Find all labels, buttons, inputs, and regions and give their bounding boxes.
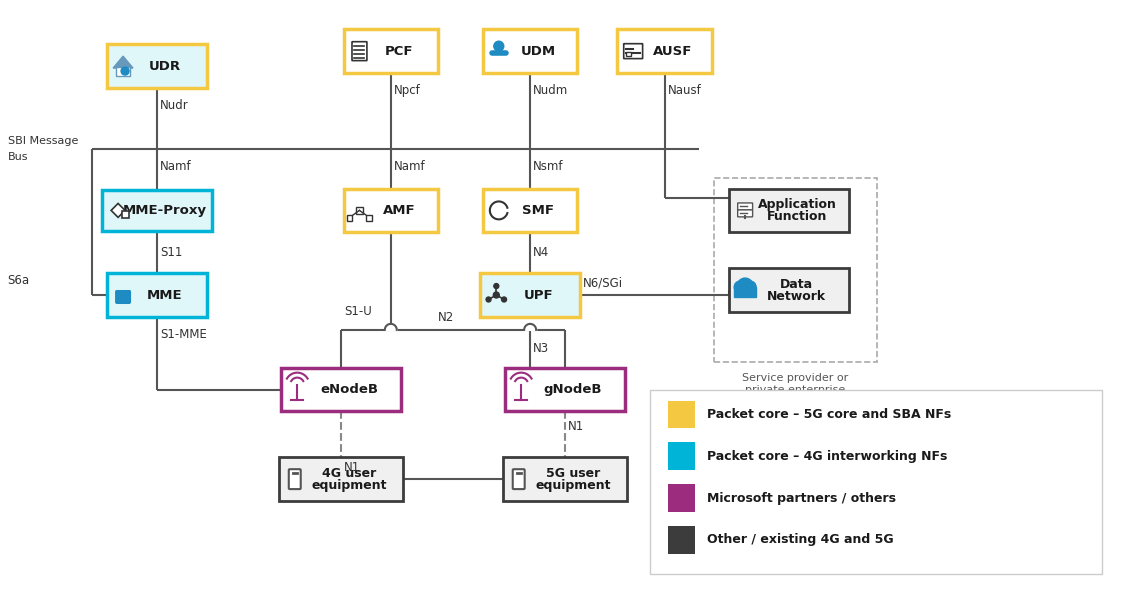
Text: S6a: S6a — [8, 273, 29, 286]
Bar — [107, 44, 207, 88]
Bar — [116, 67, 130, 76]
Text: N1: N1 — [568, 420, 584, 433]
Bar — [729, 268, 849, 312]
Text: Bus: Bus — [8, 152, 28, 162]
Text: Packet core – 5G core and SBA NFs: Packet core – 5G core and SBA NFs — [707, 408, 952, 421]
Bar — [279, 457, 404, 501]
Bar — [281, 368, 401, 412]
Polygon shape — [114, 56, 133, 68]
Text: eNodeB: eNodeB — [320, 383, 378, 396]
Text: AMF: AMF — [382, 204, 415, 217]
Text: Namf: Namf — [393, 160, 425, 173]
FancyBboxPatch shape — [352, 42, 366, 60]
Bar — [668, 400, 696, 428]
Bar — [714, 177, 877, 362]
FancyBboxPatch shape — [624, 44, 643, 59]
Bar — [734, 287, 756, 297]
Circle shape — [493, 283, 499, 289]
Text: equipment: equipment — [535, 479, 610, 492]
Bar — [366, 215, 372, 221]
Text: UDM: UDM — [520, 44, 555, 58]
Text: SBI Message: SBI Message — [8, 136, 78, 146]
Text: Nudr: Nudr — [160, 100, 189, 113]
Bar — [668, 442, 696, 470]
FancyBboxPatch shape — [513, 469, 525, 489]
Bar — [650, 390, 1103, 573]
Circle shape — [737, 278, 753, 294]
Text: S1-MME: S1-MME — [160, 329, 207, 342]
Text: N4: N4 — [533, 246, 550, 259]
Circle shape — [493, 292, 499, 298]
Circle shape — [486, 297, 491, 302]
Bar — [356, 207, 363, 214]
Text: N2: N2 — [438, 311, 454, 324]
Bar — [107, 273, 207, 317]
Text: PCF: PCF — [384, 44, 413, 58]
FancyBboxPatch shape — [289, 469, 301, 489]
Bar — [483, 189, 578, 232]
Bar — [123, 211, 129, 218]
Text: MME: MME — [147, 289, 183, 301]
Bar — [729, 189, 849, 232]
Bar — [506, 368, 625, 412]
Bar — [668, 484, 696, 512]
Text: Nudm: Nudm — [533, 84, 569, 97]
Text: equipment: equipment — [311, 479, 387, 492]
Text: SMF: SMF — [523, 204, 554, 217]
FancyBboxPatch shape — [737, 210, 753, 217]
Text: S1-U: S1-U — [344, 305, 372, 318]
Bar — [617, 29, 711, 73]
Text: Packet core – 4G interworking NFs: Packet core – 4G interworking NFs — [707, 449, 948, 463]
Text: Nsmf: Nsmf — [533, 160, 563, 173]
Text: S11: S11 — [160, 246, 182, 259]
Bar — [502, 457, 627, 501]
Text: Service provider or: Service provider or — [742, 372, 849, 382]
Bar — [102, 190, 211, 231]
Polygon shape — [111, 203, 125, 218]
Text: gNodeB: gNodeB — [544, 383, 602, 396]
Circle shape — [744, 281, 756, 293]
Bar — [480, 273, 580, 317]
Text: N1: N1 — [344, 461, 361, 474]
Text: MME-Proxy: MME-Proxy — [123, 204, 207, 217]
Text: N6/SGi: N6/SGi — [583, 276, 623, 289]
FancyBboxPatch shape — [116, 291, 130, 303]
Bar — [346, 215, 353, 221]
Bar — [344, 189, 438, 232]
Text: Npcf: Npcf — [393, 84, 420, 97]
Text: Function: Function — [767, 210, 827, 223]
Text: 4G user: 4G user — [321, 467, 377, 480]
Text: AUSF: AUSF — [653, 44, 692, 58]
Bar — [668, 526, 696, 554]
Text: Namf: Namf — [160, 160, 191, 173]
Circle shape — [493, 41, 504, 51]
Bar — [483, 29, 578, 73]
Circle shape — [501, 297, 507, 302]
Text: private enterprise: private enterprise — [745, 385, 845, 394]
Text: Nausf: Nausf — [668, 84, 701, 97]
Text: UPF: UPF — [524, 289, 553, 301]
FancyBboxPatch shape — [737, 203, 753, 210]
Text: Data: Data — [780, 278, 814, 291]
Text: N3: N3 — [533, 342, 550, 355]
Text: Microsoft partners / others: Microsoft partners / others — [707, 492, 896, 505]
Circle shape — [734, 281, 746, 293]
Circle shape — [121, 67, 129, 75]
Bar — [626, 52, 632, 56]
Text: 5G user: 5G user — [546, 467, 600, 480]
Text: Other / existing 4G and 5G: Other / existing 4G and 5G — [707, 533, 894, 546]
Bar — [344, 29, 438, 73]
Text: Network: Network — [768, 289, 826, 302]
Text: UDR: UDR — [148, 59, 181, 72]
Text: Application: Application — [758, 198, 836, 211]
